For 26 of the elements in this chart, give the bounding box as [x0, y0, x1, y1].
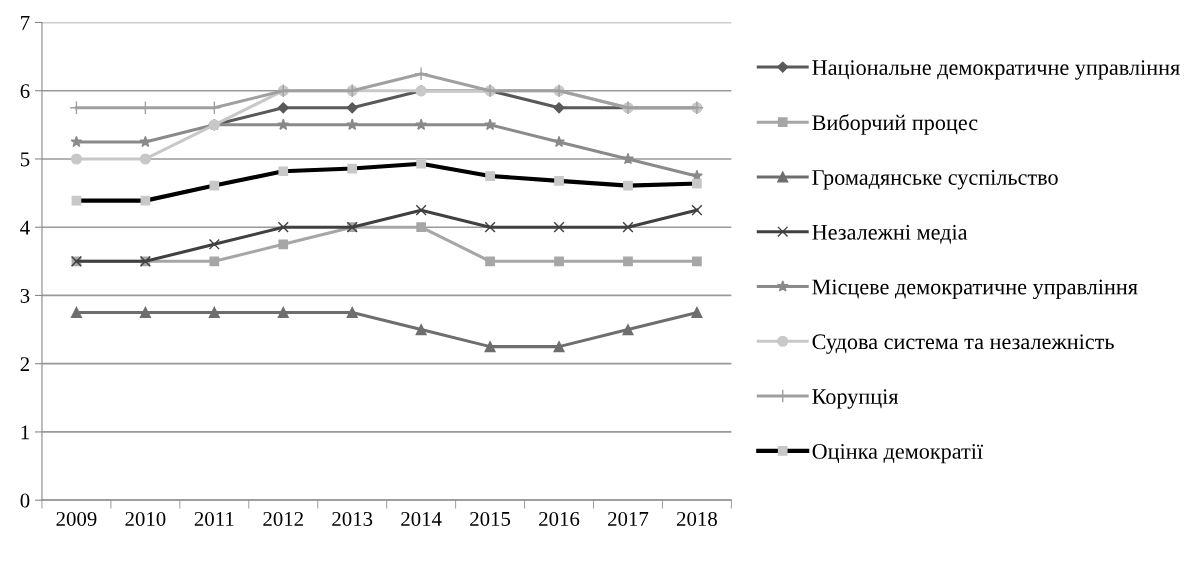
legend-label: Оцінка демократії: [812, 443, 984, 464]
x-tick-label: 2018: [677, 511, 717, 526]
x-tick-label: 2015: [470, 511, 511, 526]
y-tick-label: 6: [20, 84, 30, 99]
y-tick-label: 3: [20, 288, 30, 303]
x-tick-label: 2017: [608, 511, 649, 526]
legend-label: Судова система та незалежність: [812, 334, 1114, 354]
y-tick-label: 4: [20, 220, 30, 235]
legend-label: Місцеве демократичне управління: [812, 279, 1138, 300]
legend-label: Національне демократичне управління: [812, 60, 1180, 80]
y-tick-label: 7: [21, 16, 30, 30]
x-tick-label: 2014: [401, 511, 442, 526]
y-tick-label: 1: [21, 425, 29, 440]
legend-label: Корупція: [812, 389, 899, 409]
x-tick-label: 2010: [125, 511, 166, 526]
x-tick-label: 2016: [539, 511, 580, 526]
y-tick-label: 5: [20, 152, 30, 167]
y-tick-label: 0: [20, 493, 30, 508]
x-tick-label: 2012: [263, 511, 303, 526]
x-tick-label: 2009: [56, 511, 97, 526]
legend-label: Незалежні медіа: [812, 224, 968, 244]
x-tick-label: 2011: [194, 511, 234, 526]
y-tick-label: 2: [20, 357, 30, 371]
x-tick-label: 2013: [332, 511, 373, 526]
legend-label: Громадянське суспільство: [812, 170, 1058, 190]
legend-label: Виборчий процес: [812, 114, 978, 135]
